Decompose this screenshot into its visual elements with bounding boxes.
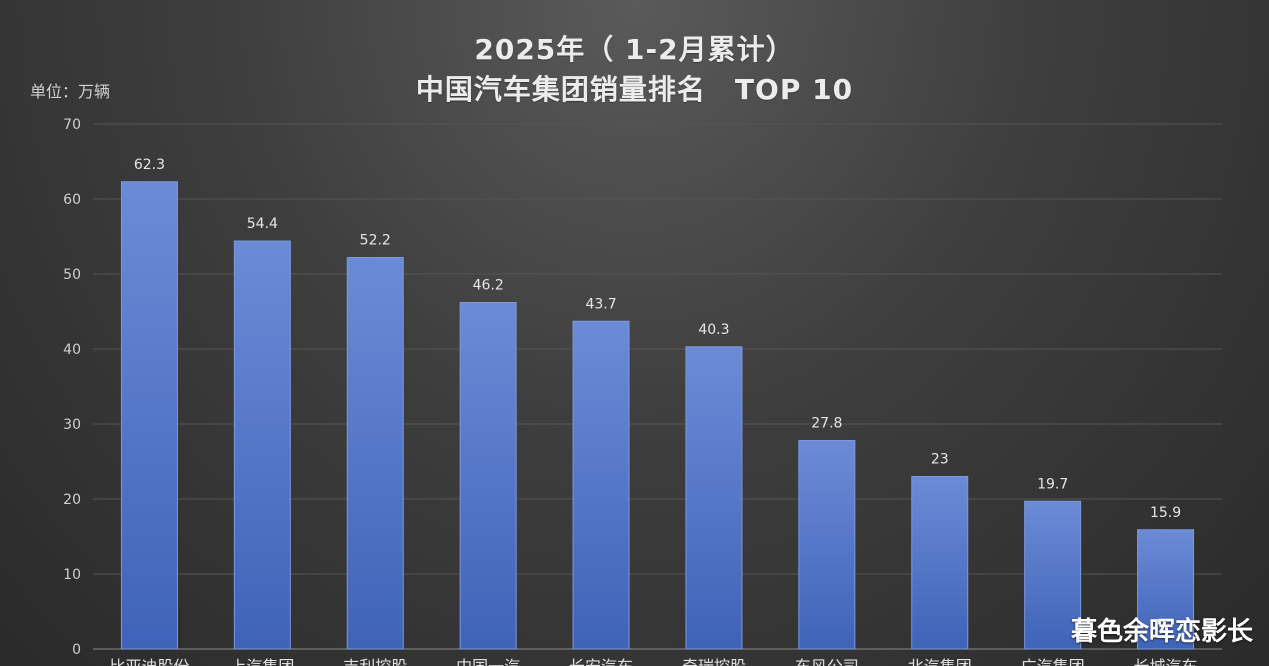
data-label: 40.3 — [698, 322, 729, 338]
x-category-label: 比亚迪股份 — [109, 657, 189, 666]
x-category-label: 上汽集团 — [230, 657, 294, 666]
watermark-text: 暮色余晖恋影长 — [1070, 617, 1253, 647]
bar — [685, 346, 743, 650]
bar — [911, 476, 969, 650]
chart-title: 2025年（ 1-2月累计） — [474, 33, 795, 66]
y-tick-label: 30 — [63, 417, 81, 433]
data-label: 19.7 — [1037, 476, 1068, 492]
data-label: 27.8 — [811, 416, 842, 432]
data-label: 43.7 — [585, 296, 616, 312]
data-label: 23 — [931, 452, 949, 468]
data-label: 46.2 — [473, 278, 504, 294]
bar — [120, 181, 178, 650]
bar — [346, 257, 404, 650]
bar — [798, 440, 856, 650]
data-labels: 62.3 54.4 52.2 46.2 43.7 40.3 27.8 23 19.7 15.9 — [134, 157, 1181, 521]
x-category-label: 中国一汽 — [456, 657, 520, 666]
y-axis-unit-label: 单位：万辆 — [30, 82, 111, 101]
x-category-label: 东风公司 — [795, 657, 859, 666]
y-tick-label: 50 — [63, 267, 81, 283]
data-label: 62.3 — [134, 157, 165, 173]
y-tick-label: 40 — [63, 342, 81, 358]
y-tick-label: 10 — [63, 567, 81, 583]
y-axis: 0 10 20 30 40 50 60 70 — [63, 117, 81, 658]
bar — [1024, 500, 1082, 650]
bar — [233, 240, 291, 650]
bars — [120, 181, 1195, 650]
x-category-label: 广汽集团 — [1021, 657, 1085, 666]
x-category-label: 北汽集团 — [908, 657, 972, 666]
x-category-label: 吉利控股 — [343, 657, 407, 666]
bar — [459, 302, 517, 650]
bar — [572, 320, 630, 650]
data-label: 15.9 — [1150, 505, 1181, 521]
bar — [1137, 529, 1195, 650]
x-axis-labels: 比亚迪股份 上汽集团 吉利控股 中国一汽 长安汽车 奇瑞控股 东风公司 北汽集团 广汽集团 长城汽… — [109, 657, 1197, 666]
y-tick-label: 70 — [63, 117, 81, 133]
y-tick-label: 60 — [63, 192, 81, 208]
y-tick-label: 0 — [72, 642, 81, 658]
data-label: 54.4 — [247, 216, 278, 232]
x-category-label: 奇瑞控股 — [682, 657, 746, 666]
x-category-label: 长安汽车 — [569, 657, 633, 666]
y-tick-label: 20 — [63, 492, 81, 508]
x-category-label: 长城汽车 — [1134, 657, 1198, 666]
data-label: 52.2 — [360, 233, 391, 249]
chart-subtitle: 中国汽车集团销量排名 TOP 10 — [415, 73, 854, 106]
